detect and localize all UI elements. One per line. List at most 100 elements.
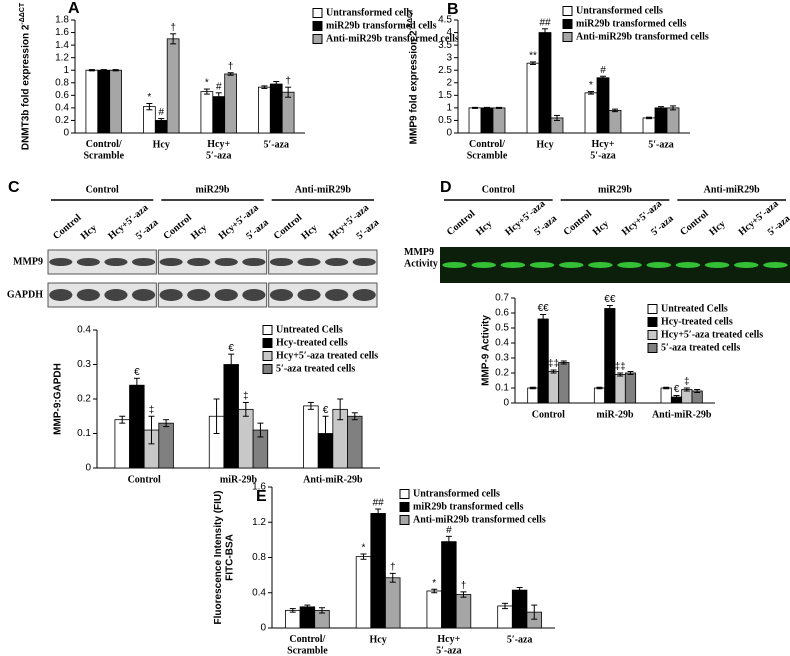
bar bbox=[143, 106, 156, 134]
y-axis-label-superscript: -ΔΔCT bbox=[407, 8, 414, 30]
error-bar bbox=[600, 75, 606, 80]
significance-marker: # bbox=[158, 107, 164, 118]
blot-band bbox=[352, 258, 376, 266]
y-axis-label-superscript: -ΔΔCT bbox=[19, 2, 26, 24]
x-tick-label: Control/Scramble bbox=[467, 139, 508, 162]
y-tick-label: 0 bbox=[260, 623, 266, 634]
bar bbox=[666, 107, 680, 134]
y-tick-label: 4 bbox=[446, 27, 452, 38]
bar bbox=[299, 606, 316, 629]
error-bar bbox=[588, 91, 595, 95]
x-tick-label: Hcy bbox=[370, 634, 387, 645]
legend-swatch bbox=[562, 19, 573, 29]
x-tick-label: 5′-aza bbox=[263, 139, 289, 150]
blot-band bbox=[242, 258, 266, 266]
legend-label: Hcy+5′-aza treated cells bbox=[276, 350, 378, 361]
panel-label: E bbox=[256, 488, 267, 505]
bar bbox=[97, 69, 111, 134]
lane-label: Control bbox=[445, 208, 478, 238]
significance-marker: € bbox=[134, 367, 140, 378]
legend-label: Anti-miR29b transformed cells bbox=[326, 33, 459, 44]
lane-label: 5′-aza bbox=[649, 213, 676, 238]
legend-swatch bbox=[262, 364, 273, 374]
error-bar bbox=[158, 118, 165, 123]
bar bbox=[660, 387, 672, 404]
bar bbox=[558, 362, 570, 404]
lane-label: Control bbox=[272, 212, 305, 242]
legend-swatch bbox=[312, 21, 323, 31]
error-bar bbox=[673, 395, 680, 399]
blot-band bbox=[159, 258, 183, 266]
y-axis-label: MMP-9 Activity bbox=[481, 315, 492, 386]
blot-band bbox=[675, 262, 701, 268]
y-tick-label: 1.4 bbox=[55, 40, 69, 51]
error-bar bbox=[606, 305, 613, 312]
significance-marker: # bbox=[600, 65, 606, 76]
legend-swatch bbox=[647, 304, 658, 314]
blot-band bbox=[131, 289, 156, 301]
y-tick-label: 0.3 bbox=[495, 353, 509, 364]
bar bbox=[455, 594, 472, 629]
x-tick-label: Hcy bbox=[153, 139, 170, 150]
legend-swatch bbox=[399, 489, 410, 499]
x-tick-label: Control bbox=[532, 409, 565, 420]
bar bbox=[492, 107, 506, 134]
lane-label: Control bbox=[51, 212, 84, 242]
error-bar bbox=[322, 415, 329, 452]
bar bbox=[303, 405, 319, 469]
blot-band bbox=[214, 289, 238, 301]
error-bar bbox=[100, 69, 107, 72]
legend-swatch bbox=[562, 32, 573, 42]
legend-swatch bbox=[262, 325, 273, 335]
blot-group-label: Control bbox=[482, 184, 515, 195]
bar bbox=[441, 541, 457, 629]
y-axis-label: MMP-9:GAPDH bbox=[53, 363, 64, 435]
bar bbox=[511, 589, 528, 629]
legend-label: 5′-aza treated cells bbox=[276, 363, 355, 374]
y-tick-label: 1.6 bbox=[55, 27, 69, 38]
significance-marker: €€ bbox=[604, 294, 616, 305]
bar bbox=[158, 422, 174, 469]
legend-label: Untransformed cells bbox=[576, 5, 663, 16]
panel-label: A bbox=[68, 0, 80, 17]
bar bbox=[385, 577, 401, 629]
error-bar bbox=[337, 398, 344, 421]
blot-band bbox=[588, 262, 613, 268]
significance-marker: † bbox=[390, 562, 396, 573]
bar bbox=[526, 62, 540, 134]
bar bbox=[258, 86, 271, 134]
error-bar bbox=[560, 360, 567, 365]
significance-marker: † bbox=[228, 61, 234, 72]
significance-marker: † bbox=[461, 581, 467, 592]
error-bar bbox=[683, 387, 690, 392]
blot-group-label: Anti-miR29b bbox=[704, 184, 761, 195]
significance-marker: ‡ bbox=[243, 391, 249, 402]
blot-band bbox=[704, 262, 730, 268]
significance-marker: ## bbox=[373, 498, 385, 509]
blot-band bbox=[159, 289, 183, 301]
lane-label: Control bbox=[161, 212, 194, 242]
bar bbox=[223, 364, 239, 469]
y-tick-label: 1 bbox=[446, 103, 452, 114]
y-tick-label: 0.6 bbox=[495, 308, 509, 319]
error-bar bbox=[460, 591, 467, 598]
significance-marker: * bbox=[589, 80, 593, 91]
error-bar bbox=[203, 88, 210, 95]
legend-swatch bbox=[312, 8, 323, 18]
bar bbox=[114, 419, 130, 469]
error-bar bbox=[431, 588, 438, 594]
legend-label: miR29b transformed cells bbox=[326, 20, 437, 31]
blot-band bbox=[734, 262, 759, 268]
significance-marker: * bbox=[362, 543, 366, 554]
significance-marker: ** bbox=[529, 51, 537, 62]
x-tick-label: miR-29b bbox=[596, 409, 634, 420]
bar bbox=[109, 69, 122, 134]
legend-label: Hcy-treated cells bbox=[276, 337, 348, 348]
bar bbox=[85, 69, 99, 134]
x-tick-label: 5′-aza bbox=[648, 139, 674, 150]
error-bar bbox=[351, 412, 358, 421]
significance-marker: ‡ bbox=[149, 405, 155, 416]
y-tick-label: 0.4 bbox=[252, 587, 266, 598]
y-tick-label: 4.5 bbox=[438, 15, 452, 26]
